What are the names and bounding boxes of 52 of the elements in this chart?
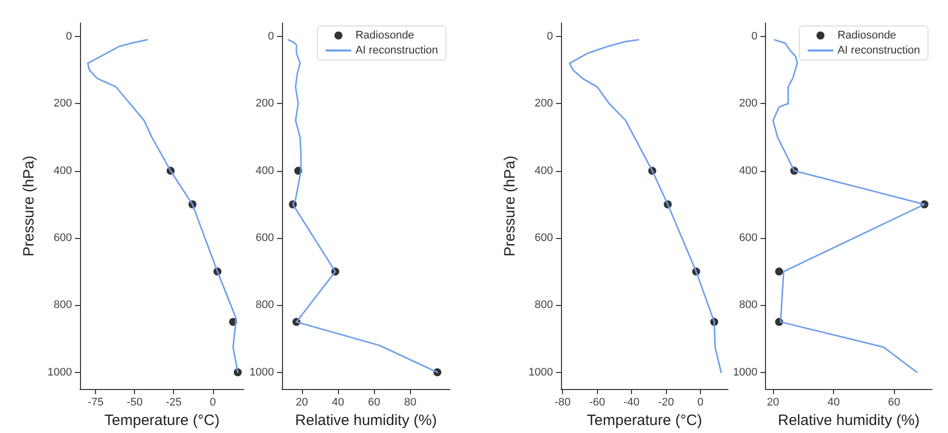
point	[775, 268, 784, 276]
y-tick-label: 800	[739, 299, 758, 312]
y-axis-title: Pressure (hPa)	[502, 156, 519, 256]
x-tick-label: 40	[332, 396, 344, 409]
y-tick-label: 200	[54, 98, 72, 110]
y-tick-label: 800	[256, 299, 274, 312]
y-axis-title: Pressure (hPa)	[20, 156, 38, 256]
y-tick-label: 800	[534, 299, 553, 312]
y-tick-label: 600	[534, 232, 553, 244]
y-tick-label: 600	[54, 232, 72, 244]
x-axis-title: Relative humidity (%)	[295, 412, 437, 429]
y-tick-label: 1000	[250, 366, 274, 378]
legend-label: AI reconstruction	[355, 44, 438, 56]
y-tick-label: 0	[66, 30, 72, 42]
legend-label: Radiosonde	[355, 30, 414, 42]
y-tick-label: 200	[534, 98, 553, 110]
y-tick-label: 600	[739, 232, 758, 244]
y-tick-label: 400	[54, 164, 72, 177]
x-tick-label: -50	[126, 396, 143, 409]
x-tick-label: -40	[624, 396, 640, 409]
y-tick-label: 400	[256, 164, 274, 177]
legend-label: AI reconstruction	[837, 44, 920, 56]
y-tick-label: 400	[739, 164, 758, 177]
y-tick-label: 400	[534, 164, 553, 177]
x-tick-label: -80	[554, 396, 571, 409]
y-tick-label: 1000	[48, 366, 72, 378]
x-tick-label: 20	[296, 396, 308, 409]
y-tick-label: 200	[256, 98, 274, 110]
x-tick-label: 20	[766, 396, 780, 409]
y-tick-label: 0	[268, 30, 274, 42]
x-axis-title: Temperature (°C)	[586, 412, 702, 429]
x-tick-label: 0	[697, 396, 704, 409]
y-tick-label: 1000	[528, 366, 553, 378]
x-axis-title: Relative humidity (%)	[778, 412, 920, 429]
x-tick-label: -25	[166, 396, 182, 409]
x-tick-label: 0	[210, 396, 216, 409]
x-tick-label: -60	[589, 396, 606, 409]
y-tick-label: 600	[256, 232, 274, 244]
y-tick-label: 800	[54, 299, 72, 312]
y-tick-label: 1000	[732, 366, 758, 378]
x-tick-label: -20	[658, 396, 674, 409]
y-tick-label: 200	[739, 98, 758, 110]
x-tick-label: 60	[368, 396, 380, 409]
line-series	[568, 39, 722, 374]
x-tick-label: 40	[827, 396, 840, 409]
legend-label: Radiosonde	[837, 30, 896, 42]
x-tick-label: 60	[888, 396, 900, 409]
x-axis-title: Temperature (°C)	[104, 412, 220, 429]
y-tick-label: 0	[546, 30, 553, 42]
x-tick-label: -75	[88, 396, 104, 409]
y-tick-label: 0	[751, 30, 758, 42]
x-tick-label: 80	[404, 396, 416, 409]
